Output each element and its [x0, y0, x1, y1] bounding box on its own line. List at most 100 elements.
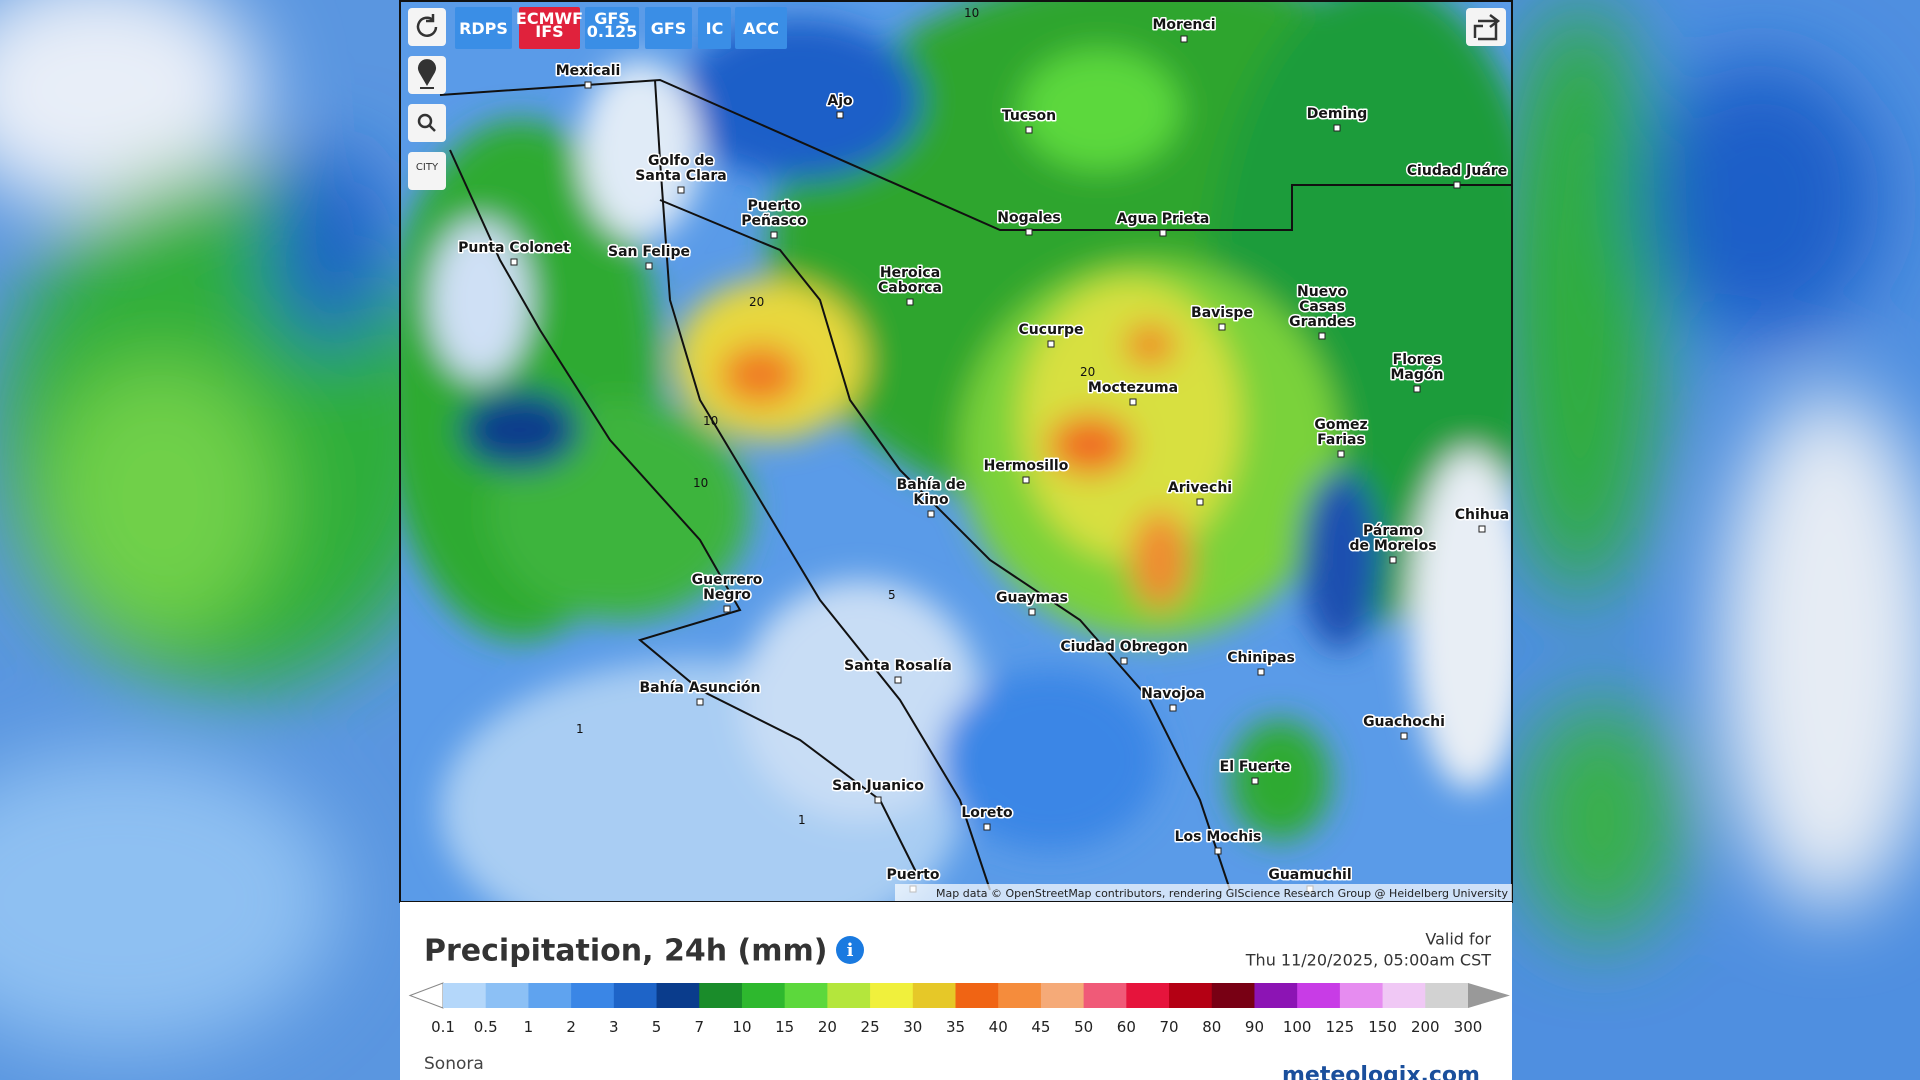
model-button[interactable]	[735, 7, 787, 49]
city-label: Flores	[1393, 352, 1442, 368]
city-marker	[1413, 385, 1421, 393]
attribution-bg	[895, 884, 1512, 901]
scale-label: 15	[775, 1018, 794, 1036]
city-label: Santa Clara	[635, 168, 726, 184]
scale-swatch	[1211, 983, 1255, 1008]
scale-swatch	[870, 983, 914, 1008]
blurred-background-right	[1512, 0, 1920, 1080]
scale-label: 0.1	[431, 1018, 455, 1036]
contour-label: 10	[703, 414, 718, 428]
city-marker	[1028, 608, 1036, 616]
scale-label: 80	[1202, 1018, 1221, 1036]
coastline	[659, 199, 1231, 891]
city-label: Kino	[913, 492, 949, 508]
city-marker	[510, 258, 518, 266]
city-label: Gomez	[1314, 417, 1367, 433]
city-marker	[836, 111, 844, 119]
model-button[interactable]	[585, 7, 639, 49]
city-label: Arivechi	[1168, 480, 1232, 496]
city-label: Nogales	[997, 210, 1060, 226]
city-label: El Fuerte	[1220, 759, 1291, 775]
precip-area	[580, 60, 700, 240]
share-icon	[1473, 14, 1501, 41]
zoom-button[interactable]	[408, 104, 446, 142]
scale-label: 25	[861, 1018, 880, 1036]
city-marker	[645, 262, 653, 270]
info-button[interactable]	[836, 936, 864, 964]
scale-swatch	[443, 983, 487, 1008]
scale-swatch	[741, 983, 786, 1008]
refresh-icon	[416, 14, 438, 37]
share-button[interactable]	[1466, 8, 1506, 46]
model-button-label: IC	[706, 19, 724, 38]
model-button[interactable]	[455, 7, 512, 49]
city-label: Páramo	[1363, 523, 1423, 539]
scale-swatch	[1382, 983, 1426, 1008]
scale-label: 1	[524, 1018, 534, 1036]
scale-swatch	[656, 983, 700, 1008]
attribution: Map data © OpenStreetMap contributors, r…	[936, 887, 1508, 900]
model-button[interactable]	[519, 7, 580, 49]
city-marker	[1129, 398, 1137, 406]
city-marker	[1453, 181, 1461, 189]
city-marker	[1400, 732, 1408, 740]
locate-icon	[418, 59, 436, 89]
city-label: Caborca	[878, 280, 942, 296]
contour-label: 10	[964, 6, 979, 20]
city-label: Bahía de	[897, 477, 966, 493]
model-button-label: GFS	[594, 9, 630, 28]
scale-swatch	[699, 983, 743, 1008]
refresh-button[interactable]	[408, 8, 446, 46]
city-label: Chihua	[1455, 507, 1509, 523]
scale-label: 90	[1245, 1018, 1264, 1036]
scale-swatch	[1297, 983, 1341, 1008]
city-marker	[723, 605, 731, 613]
scale-label: 10	[732, 1018, 751, 1036]
coastline	[449, 149, 921, 881]
model-button[interactable]	[645, 7, 692, 49]
precip-area	[940, 670, 1160, 850]
city-label: Ciudad Juáre	[1407, 163, 1507, 179]
contour-label: 20	[1080, 365, 1095, 379]
city-button-label: CITY	[416, 162, 439, 173]
zoom-icon-handle	[428, 124, 436, 132]
city-marker	[1047, 340, 1055, 348]
scale-label: 50	[1074, 1018, 1093, 1036]
zoom-icon	[417, 113, 433, 129]
scale-label: 7	[694, 1018, 704, 1036]
contour-label: 10	[693, 476, 708, 490]
model-button-label: ECMWF	[516, 9, 583, 28]
city-label: Punta Colonet	[458, 240, 570, 256]
city-label: Puerto	[748, 198, 801, 214]
city-label: Deming	[1307, 106, 1368, 122]
city-marker	[770, 231, 778, 239]
city-marker	[1025, 228, 1033, 236]
city-marker	[1180, 35, 1188, 43]
city-label: Nuevo	[1297, 284, 1347, 300]
coastline	[439, 78, 1512, 231]
city-label: Mexicali	[556, 63, 621, 79]
color-scale: 0.1 0.5 1 2 3 5 7 10 15 20 25 30 35 40 45 50 60 70 80 90 100…	[408, 982, 1510, 1036]
scale-label: 5	[652, 1018, 662, 1036]
city-marker	[1257, 668, 1265, 676]
precipitation-map[interactable]	[380, 0, 1550, 960]
city-label: Guaymas	[996, 590, 1068, 606]
precip-area	[720, 345, 800, 405]
city-marker	[983, 823, 991, 831]
city-button[interactable]	[408, 152, 446, 190]
city-marker	[696, 698, 704, 706]
precip-area	[1020, 280, 1240, 560]
precip-area	[1020, 50, 1180, 170]
city-label: Grandes	[1289, 314, 1355, 330]
precip-area	[1300, 470, 1380, 650]
city-label: Chinipas	[1227, 650, 1295, 666]
city-label: de Morelos	[1349, 538, 1436, 554]
city-label: Farias	[1317, 432, 1365, 448]
model-button-label: 0.125	[587, 22, 638, 41]
scale-label: 40	[989, 1018, 1008, 1036]
contour-label: 1	[576, 722, 584, 736]
region-label: Sonora	[424, 1054, 484, 1074]
model-button[interactable]	[698, 7, 731, 49]
precip-area	[1230, 720, 1330, 840]
